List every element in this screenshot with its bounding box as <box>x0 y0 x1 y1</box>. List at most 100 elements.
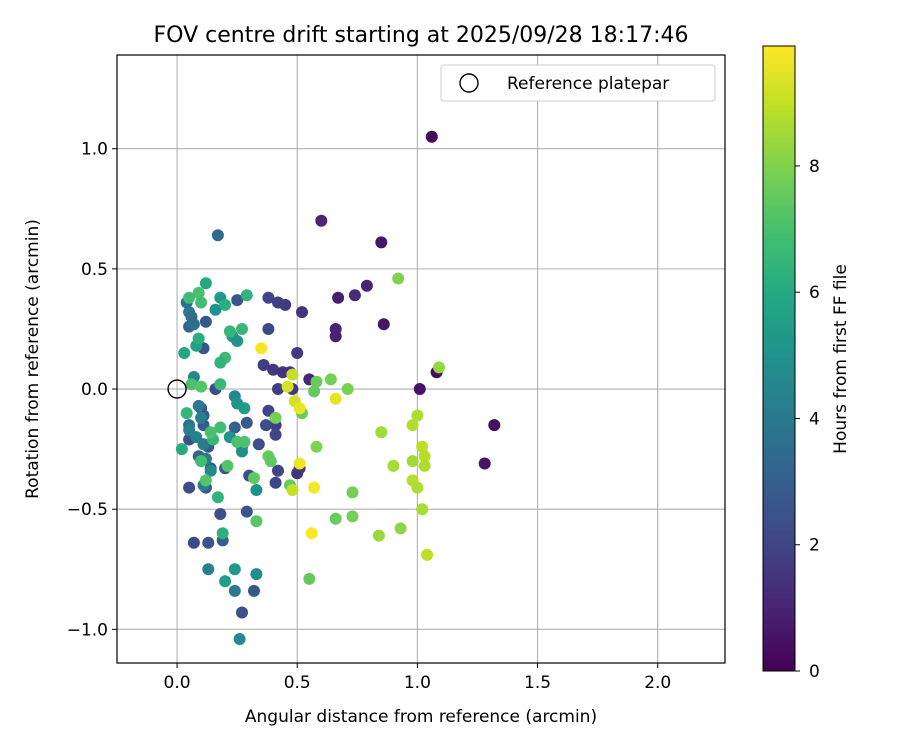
data-point <box>250 568 263 581</box>
data-point <box>195 455 208 468</box>
data-point <box>291 347 304 359</box>
colorbar-tick-label: 8 <box>809 157 820 177</box>
reference-platepar-marker <box>167 379 187 399</box>
y-axis-ticks: −1.0 −0.5 0.0 0.5 1.0 <box>67 140 117 640</box>
data-point <box>293 457 306 470</box>
data-point <box>192 332 205 345</box>
data-point <box>308 385 321 398</box>
data-point <box>214 356 227 369</box>
y-axis-label: Rotation from reference (arcmin) <box>23 219 43 499</box>
data-point <box>416 503 429 516</box>
data-point <box>180 407 193 420</box>
data-point <box>183 291 196 304</box>
data-point <box>231 294 244 307</box>
data-point <box>296 306 308 319</box>
data-point <box>286 484 299 496</box>
data-point <box>360 279 373 292</box>
data-point <box>387 459 400 472</box>
data-point <box>418 450 431 463</box>
chart-title: FOV centre drift starting at 2025/09/28 … <box>154 23 689 48</box>
data-point <box>413 383 426 395</box>
data-point <box>392 272 405 285</box>
data-point <box>178 347 191 359</box>
data-point <box>231 335 244 347</box>
data-point <box>197 438 210 451</box>
data-point <box>264 455 277 468</box>
colorbar: 0 2 4 6 8 Hours from first FF file <box>762 45 851 682</box>
legend-marker <box>459 73 479 93</box>
data-point <box>375 236 388 249</box>
colorbar-tick-label: 4 <box>809 409 820 429</box>
data-point <box>219 575 232 588</box>
x-axis-ticks: 0.0 0.5 1.0 1.5 2.0 <box>164 663 671 693</box>
data-point <box>204 426 217 439</box>
data-point <box>199 474 212 487</box>
data-point <box>372 529 385 542</box>
x-tick-label: 1.5 <box>524 673 551 693</box>
x-tick-label: 0.0 <box>164 673 191 693</box>
data-point <box>216 527 229 540</box>
data-point <box>286 368 299 381</box>
data-point <box>240 416 253 429</box>
data-point <box>411 481 424 494</box>
colorbar-tick-label: 0 <box>809 662 820 682</box>
data-point <box>329 330 342 343</box>
data-point <box>236 445 248 458</box>
data-point <box>248 472 260 484</box>
data-point <box>233 633 246 645</box>
data-point <box>308 481 321 494</box>
data-point <box>175 443 188 456</box>
colorbar-label: Hours from first FF file <box>831 264 851 454</box>
data-point <box>478 457 491 470</box>
colorbar-tick-label: 2 <box>809 536 820 556</box>
data-point <box>416 440 429 453</box>
data-point <box>348 289 361 302</box>
legend-box <box>440 64 716 102</box>
data-point <box>341 383 354 395</box>
data-point <box>204 464 217 477</box>
data-point <box>211 229 224 242</box>
y-tick-label: 1.0 <box>81 140 108 160</box>
data-point <box>433 361 445 374</box>
data-point <box>303 572 316 585</box>
data-point <box>260 419 272 432</box>
colorbar-ticks: 0 2 4 6 8 <box>795 157 820 682</box>
colorbar-tick-label: 6 <box>809 283 820 303</box>
data-point <box>411 409 424 422</box>
data-point <box>272 383 284 395</box>
data-point <box>262 323 275 335</box>
x-tick-label: 2.0 <box>644 673 671 693</box>
y-tick-label: −0.5 <box>67 500 108 520</box>
data-point <box>228 563 241 576</box>
plot-frame <box>116 54 726 664</box>
data-point <box>269 428 282 441</box>
data-point <box>238 402 251 415</box>
data-point <box>192 286 205 299</box>
data-point <box>238 435 251 448</box>
data-point <box>195 380 208 393</box>
data-point <box>488 419 501 432</box>
data-point <box>240 505 253 518</box>
data-point <box>269 411 282 424</box>
data-points <box>175 130 501 645</box>
data-point <box>183 481 196 494</box>
x-axis-label: Angular distance from reference (arcmin) <box>245 707 597 727</box>
legend-label: Reference platepar <box>507 74 669 94</box>
data-point <box>199 315 212 328</box>
data-point <box>346 486 359 499</box>
data-point <box>209 303 222 316</box>
data-point <box>315 214 328 227</box>
data-point <box>199 277 212 290</box>
data-point <box>332 291 345 304</box>
data-point <box>257 359 270 371</box>
data-point <box>214 421 227 434</box>
data-point <box>187 536 200 549</box>
data-point <box>421 548 433 561</box>
data-point <box>195 411 208 424</box>
data-point <box>346 510 359 523</box>
data-point <box>221 459 234 472</box>
data-point <box>406 419 419 432</box>
data-point <box>329 392 342 405</box>
data-point <box>240 289 253 302</box>
